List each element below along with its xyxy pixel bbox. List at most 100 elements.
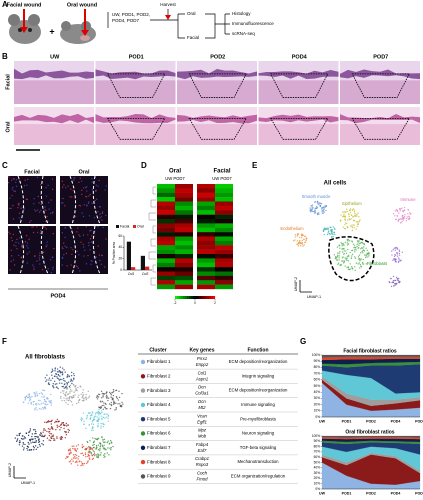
umap-point	[38, 440, 41, 443]
umap-point	[33, 449, 35, 451]
umap-point	[30, 401, 32, 403]
umap-point	[335, 256, 337, 258]
umap-point	[361, 250, 363, 253]
if-signal	[94, 199, 96, 202]
if-signal	[32, 231, 35, 234]
umap-point	[352, 243, 355, 246]
umap-point	[74, 449, 76, 451]
umap-point	[32, 404, 35, 406]
umap-point	[407, 218, 409, 220]
umap-point	[70, 378, 72, 381]
y-tick-label: 60%	[314, 455, 321, 459]
if-signal	[17, 203, 19, 205]
umap-point	[19, 440, 21, 442]
umap-point	[90, 452, 92, 455]
umap-point	[72, 454, 75, 456]
umap-point	[303, 238, 305, 241]
umap-point	[96, 446, 98, 449]
umap-point	[102, 445, 104, 448]
umap-point	[300, 242, 302, 245]
heatmap-cell	[197, 214, 215, 220]
umap-point	[61, 422, 63, 424]
stroma	[177, 124, 257, 145]
umap-point	[344, 222, 347, 224]
umap-point	[117, 399, 120, 401]
umap-point	[115, 396, 118, 398]
if-signal	[62, 202, 64, 204]
umap-point	[294, 236, 296, 238]
if-signal	[76, 231, 78, 233]
label: Immunofluorescence	[232, 21, 274, 26]
umap-point	[34, 438, 36, 440]
umap-point	[48, 401, 51, 403]
heatmap-cell	[215, 249, 233, 255]
if-signal	[73, 179, 75, 181]
umap-point	[87, 455, 89, 458]
umap-point	[92, 412, 94, 414]
if-signal	[63, 254, 65, 256]
label: Harvest	[160, 2, 176, 7]
umap-point	[72, 457, 75, 459]
umap-point	[74, 453, 77, 456]
if-signal	[51, 212, 54, 214]
umap-point	[88, 452, 91, 454]
umap-point	[34, 445, 37, 447]
umap-point	[103, 404, 105, 407]
umap-point	[301, 234, 304, 236]
umap-point	[347, 238, 349, 241]
x-tick-label: UW	[319, 491, 326, 495]
cluster-name: Fibroblast 2	[147, 373, 171, 378]
umap-point	[107, 420, 110, 422]
if-image	[8, 176, 56, 224]
umap-point	[97, 396, 100, 398]
umap-point	[42, 402, 44, 404]
umap-point	[322, 230, 325, 233]
if-signal	[39, 263, 41, 265]
umap-point	[47, 420, 50, 422]
if-signal	[23, 207, 25, 209]
area	[321, 354, 421, 358]
umap-point	[97, 410, 99, 413]
umap-point	[398, 212, 400, 214]
umap-point	[109, 442, 111, 445]
umap-point	[50, 437, 52, 440]
label: UW POD7	[165, 176, 185, 181]
if-signal	[88, 195, 90, 197]
umap-point	[48, 383, 51, 386]
if-signal	[52, 256, 54, 258]
if-signal	[10, 260, 12, 262]
umap-point	[84, 448, 86, 451]
umap-point	[88, 396, 90, 399]
umap-point	[70, 374, 73, 377]
umap-point	[24, 437, 27, 439]
umap-point	[110, 447, 112, 449]
if-signal	[26, 198, 28, 201]
umap-point	[59, 429, 61, 431]
color-scale	[187, 296, 190, 299]
umap-point	[357, 222, 359, 224]
umap-point	[37, 403, 40, 405]
if-signal	[44, 206, 46, 208]
umap-point	[46, 420, 49, 423]
umap-point	[336, 255, 339, 258]
if-signal	[44, 226, 46, 228]
umap-point	[327, 229, 329, 231]
heatmap-cell	[157, 245, 175, 250]
gene: Dcn	[198, 399, 206, 404]
umap-point	[87, 460, 89, 462]
umap-point	[103, 444, 105, 446]
umap-point	[311, 204, 314, 206]
umap-point	[97, 449, 100, 451]
umap-point	[314, 201, 317, 203]
umap-point	[32, 441, 34, 443]
umap-point	[30, 403, 32, 405]
umap-point	[93, 440, 96, 442]
umap-point	[102, 440, 104, 442]
color-scale	[209, 296, 212, 299]
umap-point	[72, 380, 74, 382]
umap-point	[107, 440, 109, 442]
umap-point	[47, 427, 50, 430]
umap-point	[52, 428, 54, 430]
umap-point	[319, 202, 321, 204]
cluster-label: Immune	[400, 197, 416, 202]
